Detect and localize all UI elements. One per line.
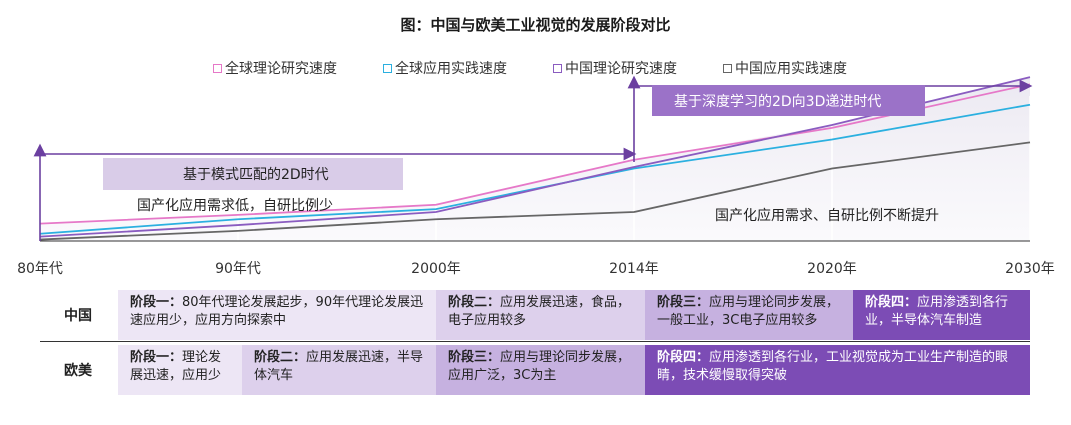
series-line-4 <box>39 141 1031 241</box>
stage-title: 阶段四： <box>865 295 918 310</box>
stage-title: 阶段四： <box>657 350 710 365</box>
table-divider <box>40 341 1030 342</box>
stage-title: 阶段二： <box>448 295 501 310</box>
series-line-3 <box>39 76 1031 238</box>
west-stage-4: 阶段四：应用渗透到各行业，工业视觉成为工业生产制造的眼睛，技术缓慢取得突破 <box>645 345 1030 395</box>
stage-text: 应用渗透到各行业，半导体汽车制造 <box>865 295 1009 328</box>
era-box-3d: 基于深度学习的2D向3D递进时代 <box>652 85 925 116</box>
stage-text: 理论发展迅速，应用少 <box>130 350 222 383</box>
era-label: 基于深度学习的2D向3D递进时代 <box>674 93 882 110</box>
x-tick-label: 2000年 <box>411 261 461 277</box>
series-line-1 <box>39 83 1031 225</box>
legend-item-china-practice: 中国应用实践速度 <box>723 58 847 78</box>
x-tick-label: 80年代 <box>17 261 63 277</box>
stage-title: 阶段三： <box>657 295 710 310</box>
legend-label: 全球理论研究速度 <box>225 61 337 77</box>
stage-text: 应用发展迅速，食品，电子应用较多 <box>448 295 631 328</box>
stage-title: 阶段二： <box>254 350 307 365</box>
shaded-area <box>40 77 1030 242</box>
west-stage-3: 阶段三：应用与理论同步发展，应用广泛，3C为主 <box>436 345 645 395</box>
west-stage-1: 阶段一：理论发展迅速，应用少 <box>118 345 242 395</box>
x-tick-label: 90年代 <box>215 261 261 277</box>
legend-swatch <box>723 63 732 73</box>
china-stage-3: 阶段三：应用与理论同步发展，一般工业，3C电子应用较多 <box>645 290 853 340</box>
china-stage-4: 阶段四：应用渗透到各行业，半导体汽车制造 <box>853 290 1030 340</box>
legend-label: 中国理论研究速度 <box>565 61 677 77</box>
row-label-china: 中国 <box>64 308 92 324</box>
legend-item-global-theory: 全球理论研究速度 <box>213 58 337 78</box>
chart-title: 图：中国与欧美工业视觉的发展阶段对比 <box>400 16 671 34</box>
note-low-demand: 国产化应用需求低，自研比例少 <box>137 198 333 214</box>
legend-swatch <box>213 63 222 73</box>
west-stage-2: 阶段二：应用发展迅速，半导体汽车 <box>242 345 436 395</box>
legend-label: 全球应用实践速度 <box>395 61 507 77</box>
stage-text: 应用与理论同步发展，一般工业，3C电子应用较多 <box>657 295 840 328</box>
era-box-2d: 基于模式匹配的2D时代 <box>103 158 403 190</box>
row-label-west: 欧美 <box>64 363 92 379</box>
stage-title: 阶段一： <box>130 295 183 310</box>
stage-text: 应用与理论同步发展，应用广泛，3C为主 <box>448 350 631 383</box>
legend-swatch <box>553 63 562 73</box>
legend-item-global-practice: 全球应用实践速度 <box>383 58 507 78</box>
legend-label: 中国应用实践速度 <box>735 61 847 77</box>
stage-text: 应用渗透到各行业，工业视觉成为工业生产制造的眼睛，技术缓慢取得突破 <box>657 350 1009 383</box>
stage-title: 阶段一： <box>130 350 183 365</box>
stage-title: 阶段三： <box>448 350 501 365</box>
x-tick-label: 2014年 <box>609 261 659 277</box>
x-tick-label: 2030年 <box>1005 261 1055 277</box>
note-rising-demand: 国产化应用需求、自研比例不断提升 <box>715 208 939 224</box>
legend-item-china-theory: 中国理论研究速度 <box>553 58 677 78</box>
china-stage-2: 阶段二：应用发展迅速，食品，电子应用较多 <box>436 290 645 340</box>
era-label: 基于模式匹配的2D时代 <box>183 167 329 183</box>
x-tick-label: 2020年 <box>807 261 857 277</box>
stage-text: 应用发展迅速，半导体汽车 <box>254 350 424 383</box>
stage-text: 80年代理论发展起步，90年代理论发展迅速应用少，应用方向探索中 <box>130 295 424 328</box>
legend-swatch <box>383 63 392 73</box>
china-stage-1: 阶段一：80年代理论发展起步，90年代理论发展迅速应用少，应用方向探索中 <box>118 290 436 340</box>
